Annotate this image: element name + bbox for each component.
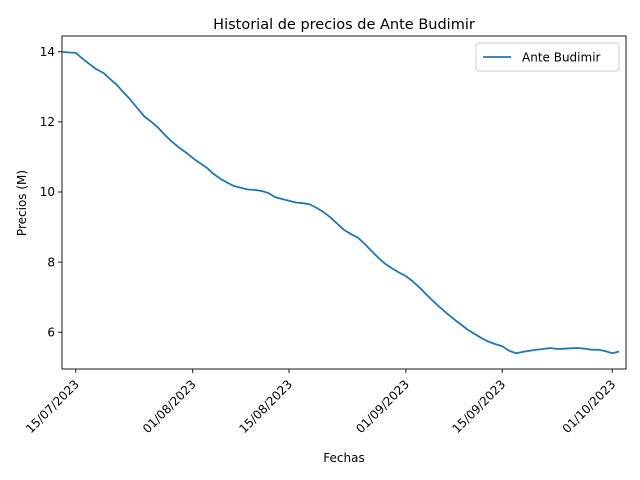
x-tick-label: 01/08/2023 — [140, 377, 199, 436]
series-line-ante-budimir — [61, 50, 620, 355]
y-axis-label: Precios (M) — [15, 170, 29, 236]
legend-entry-ante-budimir: Ante Budimir — [522, 51, 601, 65]
x-tick-label: 15/07/2023 — [23, 377, 82, 436]
y-tick-label: 14 — [40, 45, 55, 59]
chart-title: Historial de precios de Ante Budimir — [213, 17, 475, 33]
y-axis: 6 8 10 12 14 — [40, 45, 62, 339]
y-tick-label: 12 — [40, 115, 55, 129]
y-tick-label: 10 — [40, 185, 55, 199]
legend-box — [475, 42, 620, 72]
x-tick-label: 15/08/2023 — [236, 377, 295, 436]
x-axis-label: Fechas — [323, 451, 364, 465]
x-tick-label: 01/09/2023 — [353, 377, 412, 436]
y-tick-label: 6 — [47, 325, 55, 339]
x-tick-label: 01/10/2023 — [560, 377, 619, 436]
legend: Ante Budimir — [475, 42, 620, 72]
series-layer — [61, 50, 620, 355]
x-axis: 15/07/2023 01/08/2023 15/08/2023 01/09/2023… — [23, 369, 618, 436]
plot-frame — [61, 35, 627, 370]
y-tick-label: 8 — [47, 255, 55, 269]
x-tick-label: 15/09/2023 — [450, 377, 509, 436]
